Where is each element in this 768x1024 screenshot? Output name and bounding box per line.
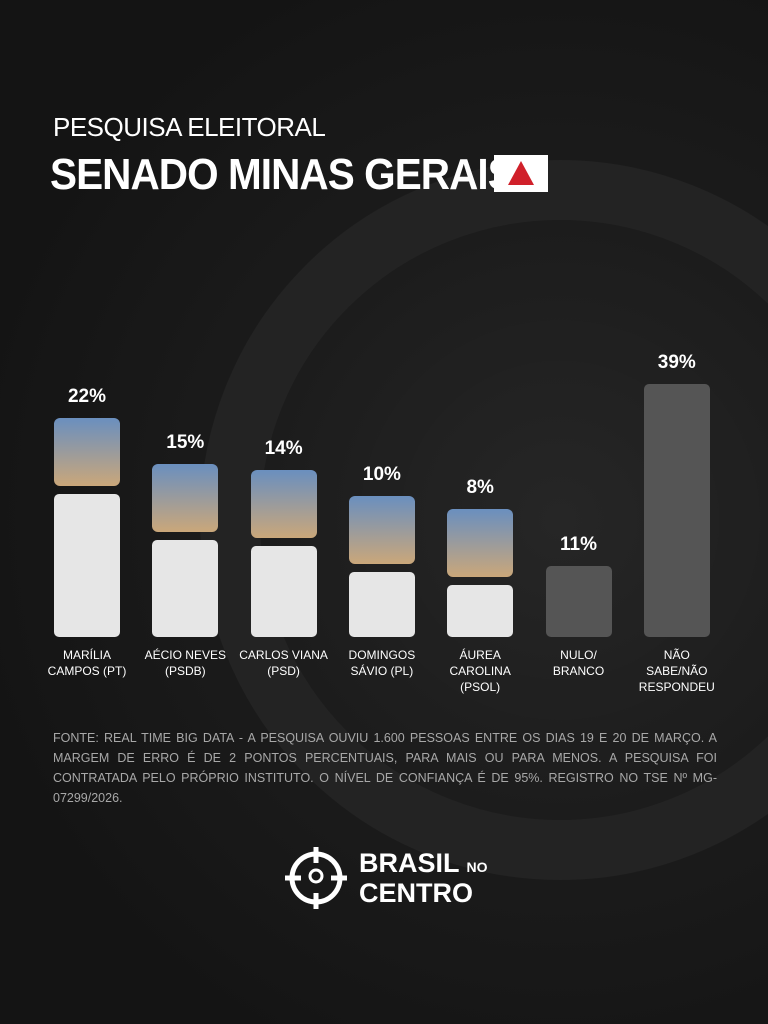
category-label: NÃO SABE/NÃO RESPONDEU [638, 648, 715, 694]
category-label: ÁUREA CAROLINA (PSOL) [449, 648, 511, 694]
candidate-photo [447, 509, 514, 578]
category-label: NULO/ BRANCO [552, 648, 605, 678]
candidate-photo [152, 463, 219, 532]
brand-line1: BRASIL [359, 848, 460, 878]
value-label: 39% [657, 352, 696, 373]
title: SENADO MINAS GERAIS [50, 150, 515, 199]
flag [494, 155, 548, 192]
bar [545, 565, 612, 637]
logo: BRASIL NO CENTRO [283, 845, 488, 911]
logo-icon [285, 847, 347, 909]
bar [250, 546, 317, 637]
candidate-photo [250, 470, 317, 539]
value-label: 11% [560, 533, 597, 555]
bar [348, 572, 415, 637]
category-label: DOMINGOS SÁVIO (PL) [348, 648, 416, 678]
bar [643, 384, 710, 637]
bar [152, 539, 219, 637]
candidate-photo [348, 496, 415, 565]
value-label: 8% [466, 477, 494, 499]
supertitle: PESQUISA ELEITORAL [53, 112, 326, 142]
category-label: MARÍLIA CAMPOS (PT) [47, 648, 127, 678]
bar [447, 585, 514, 637]
bar [54, 494, 120, 637]
category-label: CARLOS VIANA (PSD) [239, 648, 328, 678]
candidate-photo [54, 418, 120, 487]
value-label: 10% [362, 464, 401, 486]
value-label: 14% [264, 438, 303, 460]
brand-line2: CENTRO [359, 878, 473, 908]
value-label: 15% [166, 431, 205, 453]
value-label: 22% [67, 386, 107, 408]
source-note: FONTE: REAL TIME BIG DATA - A PESQUISA O… [53, 731, 717, 805]
category-label: AÉCIO NEVES (PSDB) [144, 648, 226, 678]
brand-small: NO [466, 859, 488, 875]
